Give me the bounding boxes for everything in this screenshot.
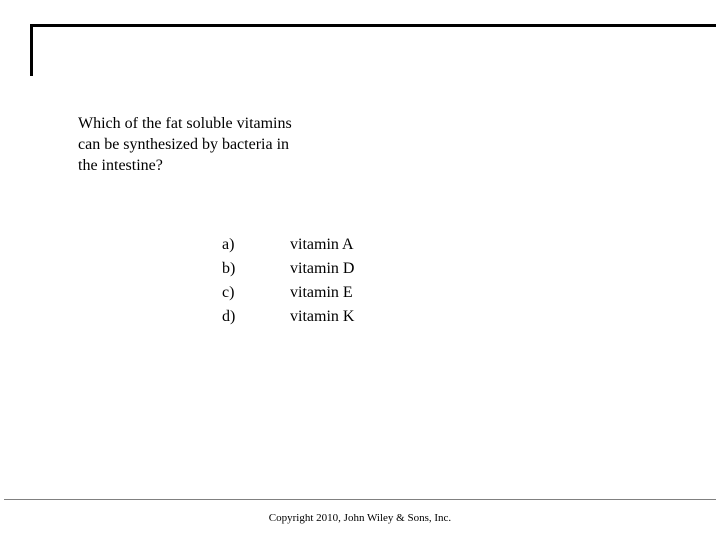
option-text: vitamin D [290,260,354,278]
option-text: vitamin A [290,236,354,254]
option-row: d) vitamin K [222,308,354,326]
option-letter: a) [222,236,290,254]
frame-top-border [30,24,716,27]
option-text: vitamin E [290,284,353,302]
question-text: Which of the fat soluble vitamins can be… [78,114,308,176]
option-letter: c) [222,284,290,302]
option-letter: d) [222,308,290,326]
options-list: a) vitamin A b) vitamin D c) vitamin E d… [222,236,354,332]
option-row: b) vitamin D [222,260,354,278]
copyright-text: Copyright 2010, John Wiley & Sons, Inc. [0,512,720,524]
frame-left-border [30,24,33,76]
frame-bottom-border [4,499,716,500]
option-text: vitamin K [290,308,354,326]
option-letter: b) [222,260,290,278]
option-row: a) vitamin A [222,236,354,254]
option-row: c) vitamin E [222,284,354,302]
